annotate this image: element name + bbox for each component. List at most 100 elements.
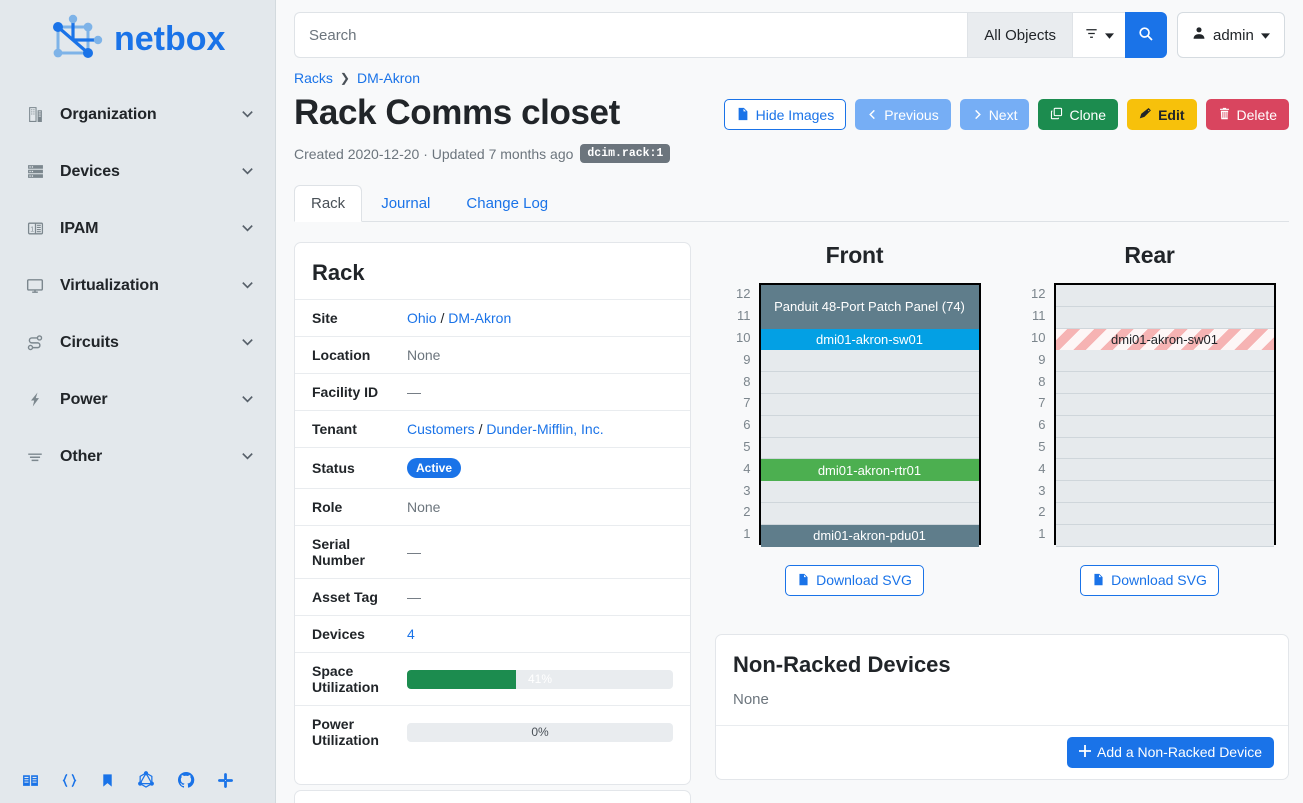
download-svg-label: Download SVG <box>1111 572 1207 589</box>
rack-unit-slot[interactable] <box>1055 350 1274 373</box>
rack-unit-number: 11 <box>1032 308 1046 324</box>
topbar: All Objects <box>276 0 1303 58</box>
rack-unit-slot[interactable] <box>760 372 979 394</box>
rack-card-title: Rack <box>312 260 365 285</box>
rack-info-card: Rack Site Ohio / DM-Akron <box>294 242 691 785</box>
caret-down-icon <box>1260 27 1270 44</box>
rack-device-dmi01-akron-sw01[interactable]: dmi01-akron-sw01 <box>760 328 979 351</box>
sidebar-item-label: Virtualization <box>60 276 159 294</box>
rack-unit-slot[interactable] <box>760 393 979 416</box>
rack-unit-slot[interactable] <box>760 437 979 460</box>
add-non-racked-device-button[interactable]: Add a Non-Racked Device <box>1067 736 1274 768</box>
rack-unit-slot[interactable] <box>760 350 979 373</box>
bookmark-icon[interactable] <box>100 772 115 789</box>
clone-button[interactable]: Clone <box>1038 99 1119 130</box>
edit-button[interactable]: Edit <box>1127 99 1197 130</box>
space-utilization-bar: 41% <box>407 669 673 689</box>
rack-device-dmi01-akron-rtr01[interactable]: dmi01-akron-rtr01 <box>760 459 979 482</box>
plus-icon <box>1079 745 1092 759</box>
rack-attributes-table: Site Ohio / DM-Akron Location <box>295 299 690 758</box>
rack-unit-slot[interactable] <box>760 415 979 438</box>
next-card-stub <box>294 790 691 803</box>
search-filter-dropdown[interactable] <box>1072 12 1125 58</box>
rack-unit-slot[interactable] <box>1055 481 1274 503</box>
breadcrumb-item-site[interactable]: DM-Akron <box>356 70 420 86</box>
sidebar-item-other[interactable]: Other <box>0 428 275 485</box>
rest-api-braces-icon[interactable] <box>61 772 78 789</box>
non-racked-devices-card: Non-Racked Devices None Add a Non-Racked… <box>715 633 1289 780</box>
rack-unit-number: 7 <box>1038 395 1046 411</box>
row-value: None <box>407 499 441 515</box>
rack-unit-slot[interactable] <box>1055 524 1274 547</box>
hide-images-button[interactable]: Hide Images <box>723 99 847 130</box>
row-label: Facility ID <box>312 384 379 400</box>
sidebar-item-virtualization[interactable]: Virtualization <box>0 257 275 314</box>
search-submit-button[interactable] <box>1125 12 1167 58</box>
rack-unit-slot[interactable] <box>1055 306 1274 329</box>
rack-device-label: dmi01-akron-rtr01 <box>817 462 922 478</box>
next-button[interactable]: Next <box>959 99 1030 130</box>
docs-book-icon[interactable] <box>22 772 39 789</box>
rack-unit-slot[interactable] <box>1055 393 1274 416</box>
content-columns: Rack Site Ohio / DM-Akron <box>294 242 1289 785</box>
pencil-icon <box>1139 107 1152 122</box>
tenant-group-link[interactable]: Customers <box>407 421 475 437</box>
page-header-text: Rack Comms closet Created 2020-12-20 · U… <box>294 92 671 163</box>
graphql-icon[interactable] <box>137 771 155 789</box>
page-title: Rack Comms closet <box>294 93 620 132</box>
rack-unit-number: 7 <box>743 395 751 411</box>
rack-unit-slot[interactable] <box>1055 285 1274 307</box>
github-icon[interactable] <box>177 771 195 789</box>
download-svg-front-button[interactable]: Download SVG <box>785 564 924 596</box>
delete-button[interactable]: Delete <box>1205 99 1289 130</box>
trash-icon <box>1218 107 1231 122</box>
rack-unit-slot[interactable] <box>1055 459 1274 482</box>
search-input[interactable] <box>294 12 968 58</box>
download-svg-rear-button[interactable]: Download SVG <box>1080 564 1219 596</box>
rack-unit-slot[interactable] <box>760 481 979 503</box>
user-menu-button[interactable]: admin <box>1177 12 1285 58</box>
site-region-link[interactable]: Ohio <box>407 310 437 326</box>
sidebar-item-devices[interactable]: Devices <box>0 143 275 200</box>
tab-rack[interactable]: Rack <box>294 185 363 222</box>
rack-unit-number: 10 <box>736 329 751 345</box>
breadcrumb-item-racks[interactable]: Racks <box>294 70 333 86</box>
sidebar-item-ipam[interactable]: 1 IPAM <box>0 200 275 257</box>
row-label: Role <box>312 499 343 515</box>
previous-button[interactable]: Previous <box>855 99 951 130</box>
rack-unit-slot[interactable] <box>760 502 979 525</box>
sidebar-item-circuits[interactable]: Circuits <box>0 314 275 371</box>
rack-unit-number: 2 <box>743 504 751 520</box>
rack-unit-slot[interactable] <box>1055 502 1274 525</box>
tab-change-log[interactable]: Change Log <box>466 195 549 212</box>
brand-logo[interactable]: netbox <box>0 0 275 72</box>
rack-device-dmi01-akron-pdu01[interactable]: dmi01-akron-pdu01 <box>760 524 979 547</box>
row-value: — <box>407 384 421 400</box>
rack-unit-slot[interactable] <box>1055 372 1274 394</box>
site-link[interactable]: DM-Akron <box>448 310 512 326</box>
sidebar-item-power[interactable]: Power <box>0 371 275 428</box>
object-scope-select[interactable]: All Objects <box>967 12 1072 58</box>
rack-elevation-rear: Rear 12 11 10 9 8 7 6 5 4 3 2 1 dmi01-akron-sw01 <box>1010 242 1289 596</box>
row-label: Power Utilization <box>312 716 379 748</box>
devices-count-link[interactable]: 4 <box>407 626 415 642</box>
rack-unit-slot[interactable] <box>1055 437 1274 460</box>
page-meta: Created 2020-12-20 · Updated 7 months ag… <box>294 144 671 163</box>
tenant-link[interactable]: Dunder-Mifflin, Inc. <box>486 421 604 437</box>
rack-unit-slot[interactable] <box>1055 415 1274 438</box>
row-label: Tenant <box>312 421 357 437</box>
chevron-right-icon <box>972 108 983 122</box>
non-racked-title: Non-Racked Devices <box>733 651 951 677</box>
tab-journal[interactable]: Journal <box>381 195 431 212</box>
sidebar-item-organization[interactable]: Organization <box>0 86 275 143</box>
table-row: Status Active <box>295 447 690 489</box>
front-rack-face: Panduit 48-Port Patch Panel (74) dmi01-ak… <box>758 283 981 547</box>
slack-icon[interactable] <box>217 772 234 789</box>
rack-unit-number: 5 <box>1038 438 1046 454</box>
rack-unit-number: 11 <box>737 308 751 324</box>
rack-device-panduit-48-port-patch-panel-74[interactable]: Panduit 48-Port Patch Panel (74) <box>760 285 979 329</box>
rack-device-dmi01-akron-sw01[interactable]: dmi01-akron-sw01 <box>1055 328 1274 351</box>
rack-unit-number: 5 <box>743 438 751 454</box>
server-rack-icon <box>24 162 46 182</box>
svg-file-icon <box>797 573 810 588</box>
